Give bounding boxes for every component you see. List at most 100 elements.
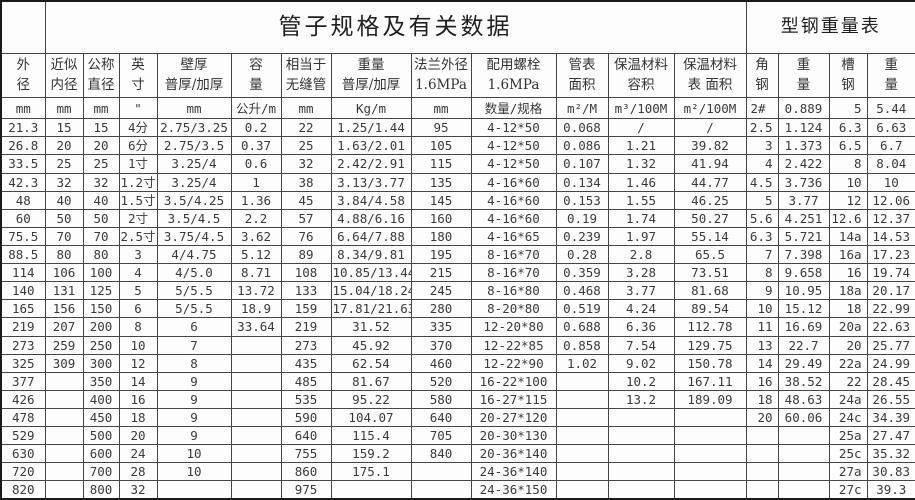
table-cell: 4-16*60 [470,208,557,228]
table-cell: 975 [280,480,332,500]
table-cell: 6.5 [828,136,868,156]
table-cell: 140 [0,281,46,301]
corner-cell [0,0,46,54]
table-cell [230,480,282,500]
table-cell: 40 [44,190,84,210]
table-cell: 39.82 [673,136,747,156]
table-cell [607,407,675,428]
table-cell: 1 [230,172,282,192]
table-cell: 20 [745,407,779,428]
table-cell: 16.69 [777,317,830,337]
table-cell: 6.63 [866,118,915,138]
unit-cell: 5 [828,97,868,120]
table-cell: 4-16*65 [470,226,557,246]
table-cell: 6分 [118,136,158,156]
table-cell: 10 [866,172,915,192]
table-cell: 1寸 [118,154,158,174]
table-cell: 590 [280,407,332,428]
table-cell: 100 [82,263,120,283]
table-cell [777,426,830,446]
table-cell [673,480,747,500]
table-cell: 8-20*80 [470,299,557,319]
table-cell: 4/5.0 [156,263,232,283]
table-cell [230,353,282,373]
table-cell: 0.107 [555,154,609,174]
table-cell: 20 [82,136,120,156]
unit-cell: Kg/m [330,97,412,120]
table-cell: 80 [44,244,84,265]
table-cell: 1.25/1.44 [330,118,412,138]
table-cell: 105 [410,136,472,156]
table-cell: 15.12 [777,299,830,319]
table-cell: 10 [828,172,868,192]
table-cell: 400 [82,389,120,409]
table-cell: 800 [82,480,120,500]
table-cell: 3.25/4 [156,154,232,174]
table-cell: 10.2 [607,371,675,391]
table-cell: 15.04/18.24 [330,281,412,301]
table-cell: 1.124 [777,118,830,138]
steel-table-title: 型钢重量表 [745,0,915,54]
table-cell: 88.5 [0,244,46,265]
table-cell: 10.85/13.44 [330,263,412,283]
table-cell: 65.5 [673,244,747,265]
table-cell: 16-27*115 [470,389,557,409]
table-cell: 3.75/4.5 [156,226,232,246]
table-cell [777,462,830,482]
unit-cell: mm [280,97,332,120]
table-cell: 207 [44,317,84,337]
table-row: 75.5 70 70 2.5寸 3.75/4.5 3.62 76 6.64/7.88 180 4-… [0,226,915,246]
column-header-channel-steel-weight: 重 量 [866,52,915,99]
table-cell: 5.12 [230,244,282,265]
table-cell: 0.153 [555,190,609,210]
table-cell: 0.519 [555,299,609,319]
unit-cell: 5.44 [866,97,915,120]
table-cell: 115 [410,154,472,174]
table-cell: 89.54 [673,299,747,319]
table-cell: 95 [410,118,472,138]
table-cell: 8.04 [866,154,915,174]
table-cell [230,335,282,355]
table-cell: 1.32 [607,154,675,174]
table-cell: 24.99 [866,353,915,373]
table-cell: 4 [118,263,158,283]
table-cell: 22a [828,353,868,373]
table-cell [230,389,282,409]
table-cell: 70 [44,226,84,246]
table-cell: 32 [280,154,332,174]
table-cell: 1.74 [607,208,675,228]
table-cell: 7.398 [777,244,830,265]
table-cell: 0.468 [555,281,609,301]
table-cell: 640 [280,426,332,446]
table-cell: 5 [745,190,779,210]
table-cell: 24-36*140 [470,462,557,482]
column-header-insulation-surface-area: 保温材料 表 面积 [673,52,747,99]
table-cell: 1.373 [777,136,830,156]
table-cell [44,371,84,391]
table-row: 140 131 125 5 5/5.5 13.72 133 15.04/18.24 245 8-1… [0,281,915,301]
table-cell [555,480,609,500]
column-header-approx-inner-diameter: 近似 内径 [44,52,84,99]
table-cell: 38.52 [777,371,830,391]
table-cell: 720 [0,462,46,482]
column-header-channel-steel: 槽 钢 [828,52,868,99]
table-cell [745,444,779,464]
table-cell: 76 [280,226,332,246]
table-cell: 30.83 [866,462,915,482]
table-cell: 8 [118,317,158,337]
table-cell: 6 [156,317,232,337]
table-cell [673,462,747,482]
table-cell: 1.36 [230,190,282,210]
table-cell: 18 [745,389,779,409]
table-cell: 16a [828,244,868,265]
table-cell: 106 [44,263,84,283]
table-cell: 60 [0,208,46,228]
table-cell [230,371,282,391]
unit-cell: m²/M [555,97,609,120]
table-cell: 9 [156,407,232,428]
table-cell: 20.17 [866,281,915,301]
table-cell: 73.51 [673,263,747,283]
table-cell [230,462,282,482]
table-cell: 55.14 [673,226,747,246]
table-cell: 10.95 [777,281,830,301]
